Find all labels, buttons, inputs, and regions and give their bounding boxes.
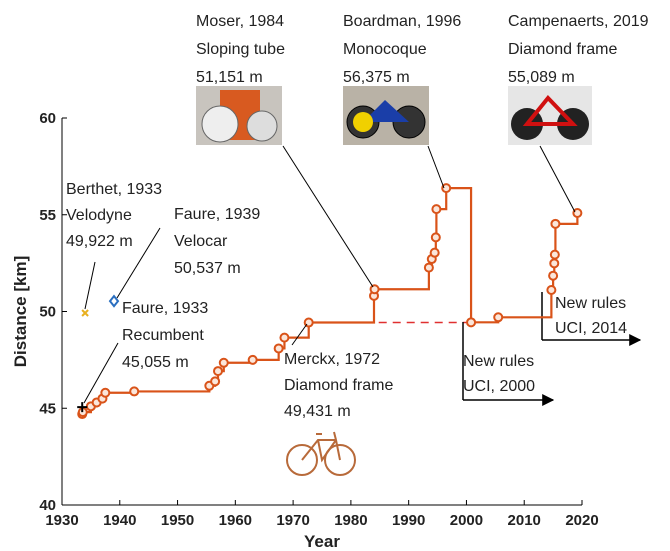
annotation-text: Campenaerts, 2019 [508, 13, 649, 30]
annotation-text: 51,151 m [196, 69, 263, 86]
annotation-text: Velocar [174, 233, 228, 250]
record-point [211, 377, 219, 385]
annotation-text: Monocoque [343, 41, 427, 58]
y-tick-label: 55 [39, 207, 56, 224]
annotation-text: Velodyne [66, 207, 132, 224]
x-tick-label: 1970 [276, 512, 309, 529]
annotation-pointer [540, 146, 575, 212]
record-point [220, 359, 228, 367]
y-axis-label: Distance [km] [11, 256, 30, 367]
annotation-text: Diamond frame [284, 377, 393, 394]
annotation-text: New rules [555, 295, 626, 312]
record-point [275, 344, 283, 352]
record-point [425, 264, 433, 272]
photos [196, 86, 592, 475]
x-tick-label: 1960 [219, 512, 252, 529]
step-line [375, 268, 429, 290]
y-tick-label: 45 [39, 400, 56, 417]
record-point [550, 259, 558, 267]
annotation-text: Sloping tube [196, 41, 285, 58]
step-line [498, 290, 551, 317]
annotation-pointer [85, 262, 95, 309]
record-point [551, 251, 559, 259]
annotation-pointer [428, 146, 444, 188]
annotation-text: Diamond frame [508, 41, 617, 58]
x-tick-label: 2000 [450, 512, 483, 529]
x-tick-label: 1950 [161, 512, 194, 529]
annotation-text: 49,922 m [66, 233, 133, 250]
annotation-text: 50,537 m [174, 260, 241, 277]
annotation-text: 45,055 m [122, 354, 189, 371]
annotation-text: Faure, 1939 [174, 206, 260, 223]
annotation-text: Moser, 1984 [196, 13, 284, 30]
y-tick-label: 40 [39, 497, 56, 514]
annotation-text: 55,089 m [508, 69, 575, 86]
annotation-text: Recumbent [122, 327, 204, 344]
y-tick-label: 50 [39, 304, 56, 321]
record-point [467, 318, 475, 326]
annotation-text: New rules [463, 353, 534, 370]
record-point [249, 356, 257, 364]
record-point [432, 233, 440, 241]
annotation-text: Boardman, 1996 [343, 13, 461, 30]
annotation-text: 49,431 m [284, 403, 351, 420]
record-point [101, 389, 109, 397]
annotation-text: 56,375 m [343, 69, 410, 86]
record-point [431, 249, 439, 257]
record-point [551, 220, 559, 228]
marker-x [82, 310, 88, 316]
record-point [432, 205, 440, 213]
annotation-text: Merckx, 1972 [284, 351, 380, 368]
step-line [134, 386, 209, 392]
x-tick-label: 1990 [392, 512, 425, 529]
record-point [547, 286, 555, 294]
annotation-text: Berthet, 1933 [66, 181, 162, 198]
annotation-text: Faure, 1933 [122, 300, 208, 317]
record-point [214, 367, 222, 375]
annotation-pointer [283, 146, 373, 287]
x-tick-label: 1980 [334, 512, 367, 529]
photo-merckx [287, 432, 355, 475]
annotation-text: UCI, 2014 [555, 320, 627, 337]
record-point [280, 334, 288, 342]
step-line [309, 296, 374, 323]
record-point [130, 387, 138, 395]
annotation-text: UCI, 2000 [463, 378, 535, 395]
record-point [371, 285, 379, 293]
record-point [549, 272, 557, 280]
record-point [494, 313, 502, 321]
x-tick-label: 2010 [508, 512, 541, 529]
chart: 1930 1940 1950 1960 1970 1980 1990 2000 2010 2020… [0, 0, 670, 551]
annotation-pointer [292, 324, 307, 345]
y-tick-label: 60 [39, 110, 56, 127]
x-tick-label: 1930 [45, 512, 78, 529]
step-line [446, 188, 471, 322]
x-axis-label: Year [304, 532, 340, 551]
x-tick-label: 1940 [103, 512, 136, 529]
x-tick-label: 2020 [565, 512, 598, 529]
